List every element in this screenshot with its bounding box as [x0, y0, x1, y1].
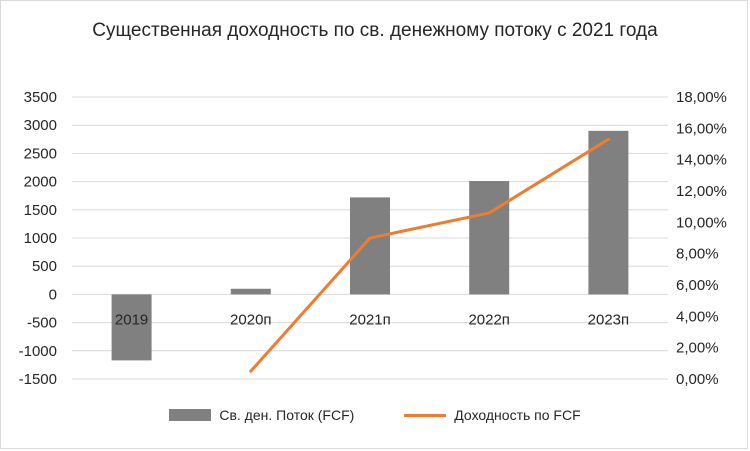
- y-left-tick-label: 500: [32, 258, 57, 275]
- y-right-tick-label: 6,00%: [676, 277, 719, 294]
- y-axis-right: 0,00% 2,00% 4,00% 6,00% 8,00% 10,00% 12,00% 14,…: [676, 89, 727, 388]
- y-left-tick-label: 3500: [24, 89, 57, 106]
- bar-series: [111, 130, 629, 361]
- y-right-tick-label: 16,00%: [676, 120, 727, 137]
- x-category-label: 2020п: [230, 311, 272, 328]
- legend-label-yield: Доходность по FCF: [454, 407, 581, 423]
- bar: [111, 294, 152, 361]
- legend-item-yield: Доходность по FCF: [404, 407, 581, 423]
- legend: Св. ден. Поток (FCF) Доходность по FCF: [0, 407, 750, 423]
- y-right-tick-label: 12,00%: [676, 183, 727, 200]
- yield-line: [249, 137, 610, 373]
- legend-label-fcf: Св. ден. Поток (FCF): [219, 407, 355, 423]
- y-right-tick-label: 14,00%: [676, 152, 727, 169]
- x-category-label: 2023п: [588, 311, 630, 328]
- gridlines: [72, 96, 668, 380]
- y-right-tick-label: 2,00%: [676, 340, 719, 357]
- bar: [588, 130, 629, 295]
- legend-item-fcf: Св. ден. Поток (FCF): [169, 407, 354, 423]
- x-axis-categories: 2019 2020п 2021п 2022п 2023п: [115, 311, 629, 328]
- bar: [469, 181, 510, 295]
- y-right-tick-label: 8,00%: [676, 246, 719, 263]
- y-left-tick-label: 2500: [24, 145, 57, 162]
- y-left-tick-label: 1000: [24, 230, 57, 247]
- y-left-tick-label: -1500: [19, 371, 57, 388]
- legend-swatch-bar: [169, 409, 212, 421]
- y-left-tick-label: 1500: [24, 202, 57, 219]
- y-right-tick-label: 10,00%: [676, 214, 727, 231]
- chart-title: Существенная доходность по св. денежному…: [92, 20, 658, 41]
- y-left-tick-label: 3000: [24, 117, 57, 134]
- y-axis-left: -1500 -1000 -500 0 500 1000 1500 2000 2500 3000 35…: [19, 89, 57, 388]
- y-left-tick-label: -1000: [19, 343, 57, 360]
- x-category-label: 2019: [115, 311, 148, 328]
- y-right-tick-label: 4,00%: [676, 308, 719, 325]
- line-series: [249, 137, 610, 373]
- y-left-tick-label: 2000: [24, 174, 57, 191]
- y-right-tick-label: 18,00%: [676, 89, 727, 106]
- y-right-tick-label: 0,00%: [676, 371, 719, 388]
- y-left-tick-label: 0: [49, 286, 57, 303]
- bar: [350, 197, 390, 295]
- x-category-label: 2022п: [468, 311, 510, 328]
- bar: [230, 288, 271, 295]
- y-left-tick-label: -500: [27, 315, 57, 332]
- x-category-label: 2021п: [349, 311, 391, 328]
- legend-swatch-line: [404, 413, 447, 417]
